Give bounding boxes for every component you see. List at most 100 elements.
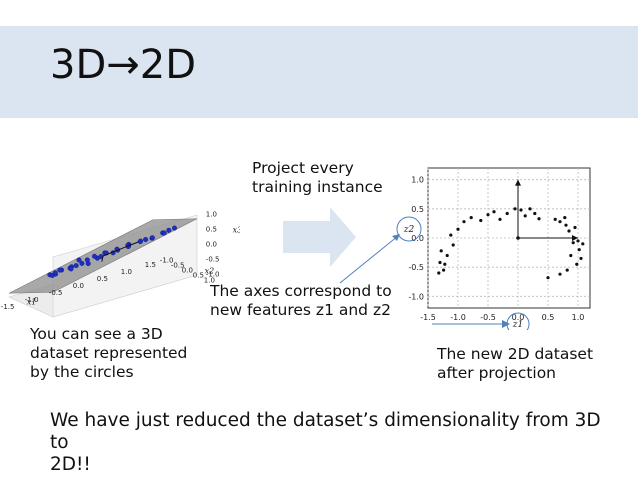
data-point-3d	[166, 227, 172, 233]
data-point	[505, 211, 509, 216]
data-point	[445, 253, 449, 258]
data-point	[456, 227, 460, 231]
data-point	[443, 262, 447, 266]
callout-line-z2	[339, 235, 399, 284]
y-tick-label: -1.0	[408, 292, 424, 301]
data-point	[537, 217, 541, 221]
data-point	[449, 233, 453, 237]
data-point	[439, 249, 443, 253]
left-caption-line3: by the circles	[30, 363, 134, 381]
data-point	[553, 217, 557, 221]
project-text-line2: training instance	[252, 178, 383, 196]
data-point	[564, 223, 568, 227]
axes-text-line2: new features z1 and z2	[210, 301, 391, 319]
data-point	[438, 260, 442, 265]
callout-arrowhead-z1	[502, 320, 510, 328]
z-tick-label-3d: 0.5	[206, 226, 217, 234]
data-point-3d	[161, 230, 167, 236]
x-axis-label-3d: x1	[27, 298, 37, 307]
conclusion-text: We have just reduced the dataset’s dimen…	[50, 410, 610, 476]
plane-vector-1	[102, 241, 139, 257]
data-point-3d	[138, 238, 144, 244]
scatter-2d-figure: -1.5 -1.0 -0.5 0.0 0.5 1.0 1.0 0.5 0.0 -0.5 -1.0 z2…	[396, 167, 591, 330]
y-tick-label-3d: 0.0	[182, 267, 193, 275]
data-point	[528, 207, 532, 211]
slide-title: 3D→2D	[50, 42, 197, 88]
data-point-3d	[91, 253, 97, 259]
data-point	[571, 241, 575, 245]
y-axis-label: z2	[403, 225, 415, 235]
x-tick-label: -1.0	[450, 313, 466, 322]
basis-arrowhead-z1	[572, 235, 578, 241]
data-point	[492, 210, 496, 214]
ylabel-highlight-circle	[396, 216, 422, 242]
z-axis-label-3d: x3	[233, 226, 240, 235]
data-point-3d	[57, 267, 63, 273]
z-tick-label-3d: -0.5	[206, 256, 220, 264]
z-tick-label-3d: -1.0	[206, 271, 220, 279]
origin-point	[516, 236, 520, 240]
data-point-3d	[79, 260, 85, 266]
data-point	[558, 220, 562, 224]
data-point	[565, 268, 569, 272]
y-tick-label-3d: -1.0	[160, 257, 174, 265]
right-caption-line1: The new 2D dataset	[437, 345, 594, 363]
data-point	[462, 220, 466, 224]
left-caption-line1: You can see a 3D	[30, 325, 163, 343]
y-tick-label-3d: -0.5	[171, 262, 185, 270]
data-point	[498, 217, 502, 221]
data-point	[469, 215, 473, 220]
data-point-3d	[143, 237, 149, 243]
x-tick-label: -0.5	[480, 313, 496, 322]
basis-arrowhead-z2	[515, 179, 521, 186]
data-point-3d	[52, 270, 58, 276]
x-tick-label-3d: 0.5	[97, 275, 108, 283]
scatter-3d-figure: -1.5-1.0-0.50.00.51.01.5-1.0-0.50.00.51.…	[1, 211, 240, 318]
z-tick-label-3d: 1.0	[206, 211, 217, 219]
conclusion-line1: We have just reduced the dataset’s dimen…	[50, 410, 601, 453]
data-point	[486, 213, 490, 217]
x-tick-label-3d: 1.0	[121, 268, 132, 276]
axes-text-line1: The axes correspond to	[210, 282, 392, 300]
x-tick-label-3d: 0.0	[73, 282, 84, 290]
data-point-3d	[76, 257, 82, 263]
data-point-3d	[73, 263, 79, 269]
data-point-3d	[149, 235, 155, 241]
data-point	[533, 211, 537, 216]
data-point	[479, 218, 483, 223]
data-point	[567, 229, 571, 233]
data-point	[546, 276, 550, 280]
y-tick-label-3d: 0.5	[193, 272, 204, 280]
conclusion-line2: 2D!!	[50, 454, 91, 475]
data-point	[519, 208, 523, 212]
data-point	[575, 262, 579, 266]
x-tick-label: 1.0	[572, 313, 585, 322]
data-point	[513, 207, 517, 211]
y-axis-label-3d: x2	[205, 266, 215, 275]
x-tick-label: -1.5	[420, 313, 436, 322]
data-point	[523, 214, 527, 218]
x-axis-label: z1	[512, 320, 523, 330]
right-caption-line2: after projection	[437, 364, 557, 382]
data-point	[573, 225, 577, 230]
x-tick-label-3d: -1.0	[25, 296, 39, 304]
data-point	[437, 271, 441, 275]
y-tick-label: 0.5	[411, 205, 424, 214]
right-arrow-shape	[283, 207, 356, 267]
data-point	[558, 272, 562, 276]
x-tick-label-3d: -1.5	[1, 303, 15, 311]
project-text-line1: Project every	[252, 159, 354, 177]
callout-arrowhead-z2	[392, 234, 400, 241]
x-tick-label: 0.0	[512, 313, 525, 322]
data-point	[569, 253, 573, 258]
plane-vector-2	[101, 255, 104, 262]
data-point	[451, 243, 455, 247]
x-tick-label: 0.5	[542, 313, 555, 322]
y-tick-label: 0.0	[411, 234, 424, 243]
data-point	[442, 268, 446, 272]
y-tick-label-3d: 1.0	[204, 277, 215, 285]
data-point-3d	[68, 266, 74, 272]
data-point-3d	[84, 257, 90, 263]
data-point	[579, 256, 583, 261]
